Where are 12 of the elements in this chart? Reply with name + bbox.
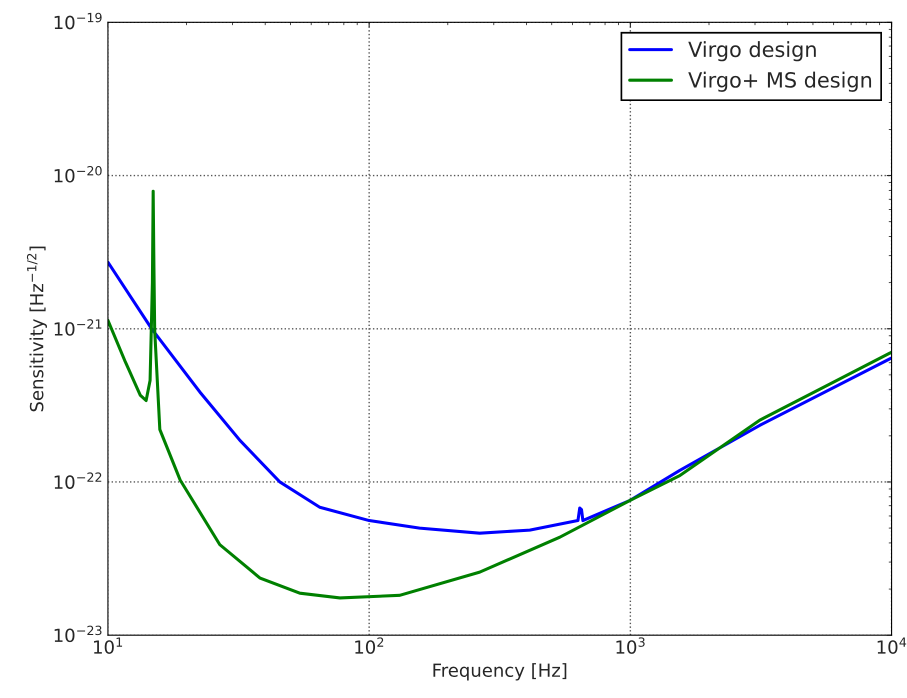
y-tick-label: 10$^{−21}$ [54,319,102,336]
x-axis-title: Frequency [Hz] [433,663,566,681]
y-tick-label: 10$^{−22}$ [54,472,102,489]
y-tick-label: 10$^{−19}$ [54,12,102,30]
x-tick-label: 10$^{3}$ [616,637,645,654]
legend-label: Virgo+ MS design [688,72,872,92]
legend-label: Virgo design [688,41,816,62]
y-axis-title: Sensitivity [Hz$^{−1/2}$] [26,246,47,412]
x-tick-label: 10$^{4}$ [878,638,906,654]
x-tick-label: 10$^{2}$ [355,637,384,654]
x-tick-label: 10$^{1}$ [94,638,122,654]
y-tick-label: 10$^{−20}$ [54,166,102,183]
